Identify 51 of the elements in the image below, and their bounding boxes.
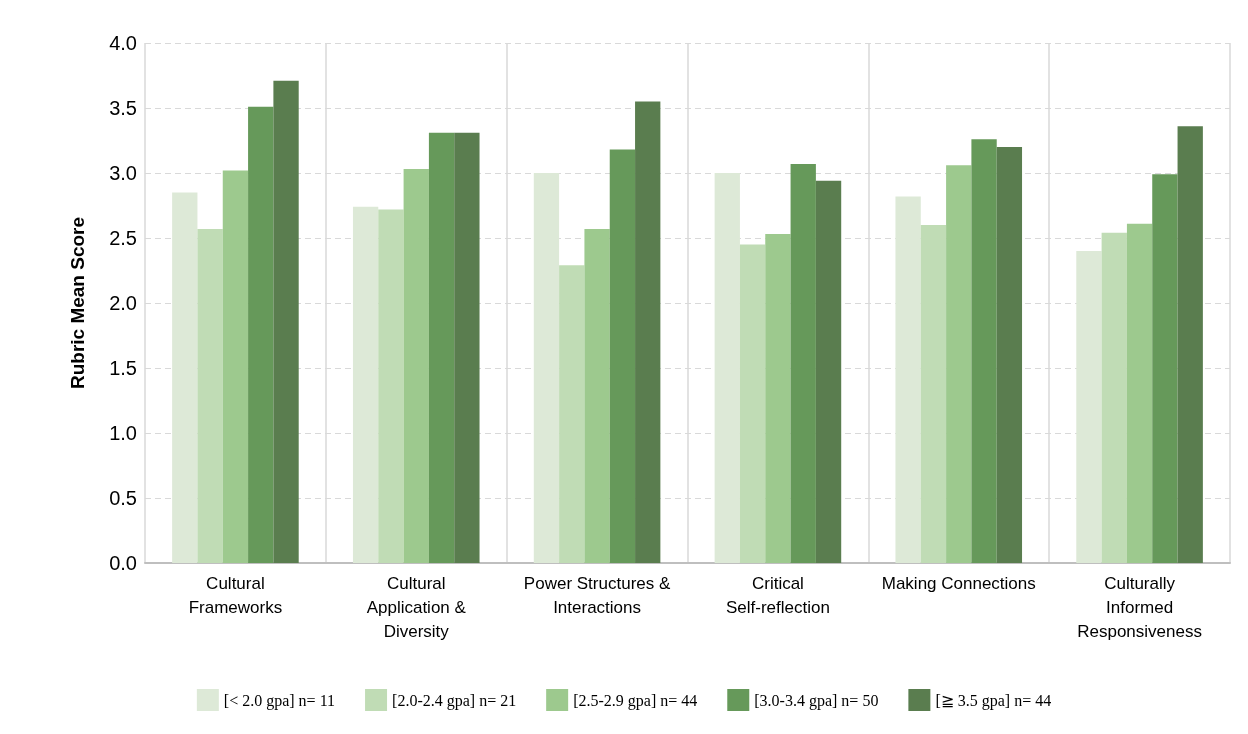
y-tick-label: 4.0 [109,32,137,54]
bar [584,228,610,563]
bar [533,173,560,563]
x-tick-label: Power Structures & Interactions [523,573,671,617]
bar [971,139,997,563]
bar [1076,251,1102,563]
bar [273,80,299,563]
y-tick-label: 0.0 [109,552,137,574]
bar [1177,126,1203,563]
bar [765,234,791,563]
legend-label: [3.0-3.4 gpa] n= 50 [754,691,879,710]
y-tick-label: 2.0 [109,292,137,314]
y-tick-label: 3.5 [109,97,137,119]
x-tick-label: Culturally Informed Responsiveness [1077,573,1202,641]
bar [946,165,972,563]
legend-label: [< 2.0 gpa] n= 11 [223,691,336,710]
bar [1101,232,1127,563]
y-tick-label: 2.5 [109,227,137,249]
y-tick-label: 1.5 [109,357,137,379]
x-tick-label: Cultural Frameworks [188,573,283,617]
bar [559,265,585,563]
legend-label: [2.5-2.9 gpa] n= 44 [573,691,698,710]
bar [454,132,480,563]
bar [609,149,636,563]
bar [248,106,274,563]
bar [172,192,198,563]
bar [403,169,429,563]
bar [635,101,661,563]
bar [222,170,249,563]
bar [352,206,379,563]
legend-label: [2.0-2.4 gpa] n= 21 [392,691,517,710]
x-tick-label: Critical Self-reflection [725,573,830,617]
bar [197,228,223,563]
x-tick-label: Making Connections [881,573,1036,593]
bar [815,180,842,563]
bar [1152,174,1178,563]
bar [714,173,740,563]
bar [1126,223,1153,563]
bar [996,147,1023,563]
bar [790,163,816,563]
legend-label: [≧ 3.5 gpa] n= 44 [935,691,1052,710]
y-tick-label: 0.5 [109,487,137,509]
x-tick-label: Cultural Application & Diversity [366,573,467,641]
bar [920,225,947,563]
y-axis-title: Rubric Mean Score [67,216,88,390]
y-tick-label: 3.0 [109,162,137,184]
bar [739,244,766,563]
bar [895,196,921,563]
bar [428,132,455,563]
y-tick-label: 1.0 [109,422,137,444]
bar [378,209,404,563]
